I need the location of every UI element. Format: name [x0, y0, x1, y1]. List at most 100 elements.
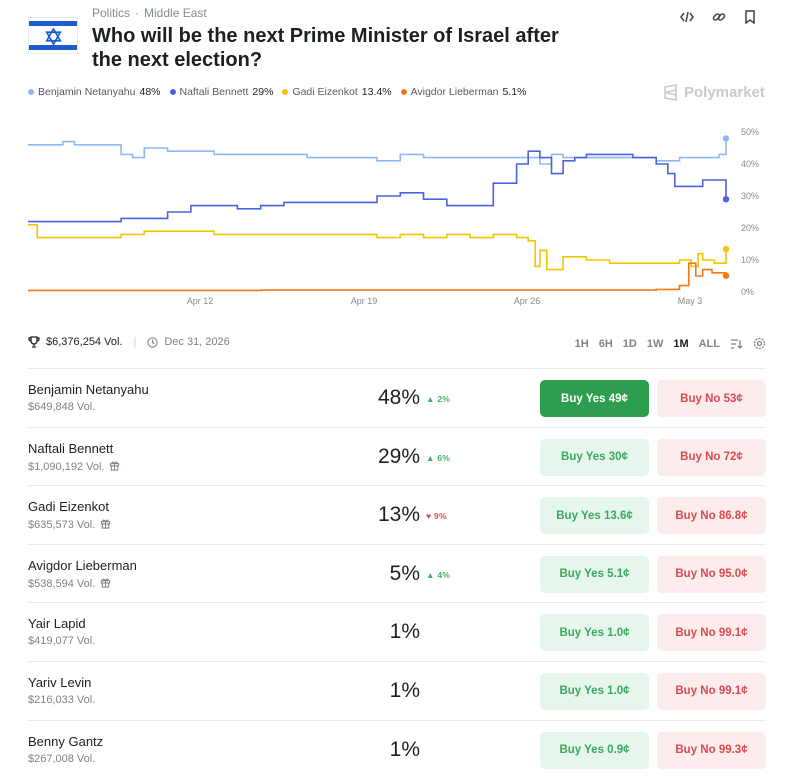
series-line-naftali-bennett [28, 150, 727, 223]
outcome-probability: 29% [377, 444, 420, 468]
market-header: Politics · Middle East Who will be the nex… [0, 0, 791, 80]
outcome-probability: 13% [377, 503, 420, 527]
outcome-name[interactable]: Gadi Eizenkot [28, 499, 109, 515]
y-tick-label: 30% [741, 191, 759, 201]
range-1h[interactable]: 1H [574, 337, 589, 350]
outcome-row[interactable]: Yariv Levin $216,033 Vol. 1% Buy Yes 1.0¢ Bu… [28, 660, 766, 720]
change-value: 4% [437, 569, 451, 580]
outcome-volume: $538,594 Vol. [28, 577, 111, 591]
change-arrow-icon: ▲ [426, 394, 435, 404]
outcome-volume: $216,033 Vol. [28, 694, 95, 706]
y-tick-label: 10% [741, 255, 759, 265]
outcome-volume-text: $538,594 Vol. [28, 577, 96, 590]
buy-yes-button[interactable]: Buy Yes 0.9¢ [540, 731, 649, 769]
outcome-change: ▲ 4% [426, 570, 450, 580]
outcome-name[interactable]: Yair Lapid [28, 616, 86, 632]
polymarket-logo: Polymarket [662, 84, 765, 101]
gift-icon[interactable] [100, 518, 111, 532]
series-line-benjamin-netanyahu [28, 138, 727, 165]
change-arrow-icon: ▲ [426, 452, 435, 463]
embed-icon[interactable] [678, 8, 696, 26]
total-volume: $6,376,254 Vol. [46, 336, 123, 348]
legend-dot [282, 89, 289, 95]
outcome-row[interactable]: Benjamin Netanyahu $649,848 Vol. 48% ▲ 2% Bu… [28, 368, 766, 427]
outcome-row[interactable]: Yair Lapid $419,077 Vol. 1% Buy Yes 1.0¢ Buy… [28, 602, 766, 661]
change-value: 9% [434, 511, 447, 522]
outcome-row[interactable]: Gadi Eizenkot $635,573 Vol. 13% ♥ 9% Buy Yes… [28, 485, 766, 544]
buy-yes-button[interactable]: Buy Yes 1.0¢ [540, 614, 649, 652]
outcome-volume-text: $216,033 Vol. [28, 693, 96, 706]
outcome-volume: $635,573 Vol. [28, 518, 111, 532]
outcome-name[interactable]: Benny Gantz [28, 733, 104, 749]
time-range-selector: 1H 6H 1D 1W 1M ALL [575, 337, 766, 350]
outcome-row[interactable]: Avigdor Lieberman $538,594 Vol. 5% ▲ 4% Buy … [28, 543, 766, 603]
legend-item-bennett: Naftali Bennett 29% [169, 86, 273, 98]
y-tick-label: 40% [741, 159, 759, 169]
outcome-probability: 1% [389, 620, 420, 644]
sort-icon[interactable] [730, 338, 743, 350]
gift-icon[interactable] [109, 460, 120, 474]
buy-yes-button[interactable]: Buy Yes 5.1¢ [540, 555, 649, 593]
legend-label: Naftali Bennett [179, 86, 249, 98]
outcome-row[interactable]: Naftali Bennett $1,090,192 Vol. 29% ▲ 6% Buy… [28, 426, 766, 486]
outcome-name[interactable]: Yariv Levin [28, 674, 92, 690]
settings-gear-icon[interactable] [753, 337, 766, 350]
x-tick-label: Apr 12 [187, 296, 214, 306]
range-1m[interactable]: 1M [673, 337, 689, 350]
breadcrumb: Politics · Middle East [92, 6, 207, 20]
outcome-volume: $649,848 Vol. [28, 401, 95, 413]
clock-icon [147, 336, 158, 348]
outcome-volume: $267,008 Vol. [28, 753, 95, 765]
legend-dot [400, 89, 407, 95]
change-arrow-icon: ▲ [426, 569, 435, 580]
buy-no-button[interactable]: Buy No 86.8¢ [657, 497, 766, 535]
buy-yes-button[interactable]: Buy Yes 1.0¢ [540, 672, 649, 710]
buy-yes-button[interactable]: Buy Yes 49¢ [540, 380, 649, 417]
outcome-name[interactable]: Avigdor Lieberman [28, 557, 137, 573]
series-end-point [722, 135, 730, 142]
outcome-change: ▲ 6% [426, 453, 450, 463]
outcome-volume-text: $267,008 Vol. [28, 752, 96, 765]
end-date: Dec 31, 2026 [164, 336, 230, 348]
breadcrumb-subcategory[interactable]: Middle East [144, 6, 207, 20]
brand-name: Polymarket [684, 84, 765, 101]
trophy-icon [28, 336, 40, 348]
buy-no-button[interactable]: Buy No 99.3¢ [657, 731, 766, 769]
market-meta: $6,376,254 Vol. | Dec 31, 2026 [28, 336, 230, 348]
y-tick-label: 0% [741, 287, 754, 297]
outcome-volume-text: $649,848 Vol. [28, 401, 96, 413]
change-value: 6% [437, 452, 451, 463]
legend-item-lieberman: Avigdor Lieberman 5.1% [400, 86, 526, 98]
outcome-row[interactable]: Benny Gantz $267,008 Vol. 1% Buy Yes 0.9¢ Bu… [28, 719, 766, 779]
buy-yes-button[interactable]: Buy Yes 30¢ [540, 438, 649, 476]
outcome-name[interactable]: Benjamin Netanyahu [28, 382, 149, 397]
outcome-volume-text: $635,573 Vol. [28, 519, 96, 532]
y-tick-label: 50% [741, 127, 759, 137]
outcomes-table: Benjamin Netanyahu $649,848 Vol. 48% ▲ 2% Bu… [28, 368, 766, 778]
range-all[interactable]: ALL [698, 337, 720, 350]
outcome-probability: 1% [389, 678, 420, 702]
series-line-gadi-eizenkot [28, 224, 727, 271]
legend-value: 13.4% [361, 86, 392, 98]
outcome-name[interactable]: Naftali Bennett [28, 440, 114, 456]
buy-no-button[interactable]: Buy No 72¢ [657, 438, 766, 476]
buy-no-button[interactable]: Buy No 53¢ [657, 380, 766, 417]
chart-y-axis: 50% 40% 30% 20% 10% 0% [741, 127, 759, 297]
gift-icon[interactable] [100, 577, 111, 591]
chart-x-axis: Apr 12 Apr 19 Apr 26 May 3 [187, 296, 703, 306]
buy-no-button[interactable]: Buy No 99.1¢ [657, 614, 766, 652]
legend-item-netanyahu: Benjamin Netanyahu 48% [28, 86, 161, 98]
legend-dot [28, 89, 34, 95]
buy-yes-button[interactable]: Buy Yes 13.6¢ [540, 497, 649, 535]
buy-no-button[interactable]: Buy No 95.0¢ [657, 555, 766, 593]
range-6h[interactable]: 6H [598, 337, 613, 350]
outcome-probability: 5% [389, 561, 420, 585]
breadcrumb-category[interactable]: Politics [92, 6, 131, 20]
range-1w[interactable]: 1W [646, 337, 664, 350]
price-history-chart[interactable]: 50% 40% 30% 20% 10% 0% Apr 12 Apr 19 Apr 26 May … [0, 112, 791, 312]
link-icon[interactable] [710, 8, 728, 26]
range-1d[interactable]: 1D [622, 337, 637, 350]
x-tick-label: May 3 [678, 296, 703, 306]
bookmark-icon[interactable] [741, 8, 759, 26]
buy-no-button[interactable]: Buy No 99.1¢ [657, 672, 766, 710]
